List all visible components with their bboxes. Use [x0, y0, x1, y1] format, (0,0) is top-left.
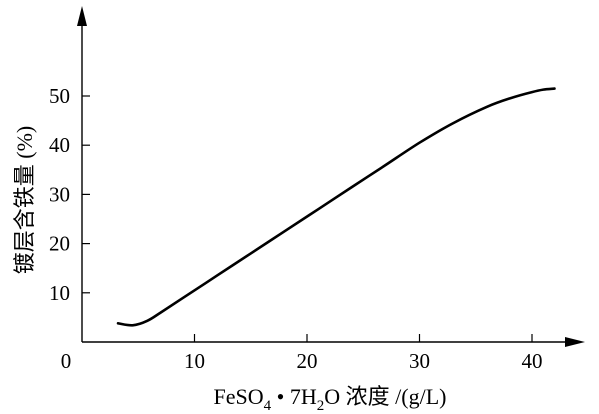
x-tick-label: 10 [184, 349, 205, 373]
x-title-part: • 7H [271, 384, 317, 409]
y-tick-label: 40 [49, 133, 70, 157]
y-tick-label: 30 [49, 182, 70, 206]
y-tick-label: 50 [49, 84, 70, 108]
x-title-part: FeSO [214, 384, 264, 409]
series-line [116, 87, 556, 327]
x-title-subscript: 2 [317, 398, 325, 414]
x-axis-arrow [565, 337, 585, 347]
origin-label: 0 [61, 349, 72, 373]
x-tick-label: 30 [409, 349, 430, 373]
axis-tick-labels: 10 20 30 40 50 10 20 30 40 [49, 84, 543, 373]
y-axis-arrow [77, 6, 87, 26]
x-title-subscript: 4 [264, 398, 272, 414]
x-tick-label: 40 [522, 349, 543, 373]
y-tick-label: 10 [49, 281, 70, 305]
axis-ticks [82, 95, 533, 342]
x-title-part: O 浓度 /(g/L) [324, 384, 446, 409]
x-tick-label: 20 [297, 349, 318, 373]
y-axis-title: 镀层含铁量 (%) [12, 126, 37, 274]
y-tick-label: 20 [49, 232, 70, 256]
x-axis-title: FeSO4 • 7H2O 浓度 /(g/L) [214, 384, 447, 414]
